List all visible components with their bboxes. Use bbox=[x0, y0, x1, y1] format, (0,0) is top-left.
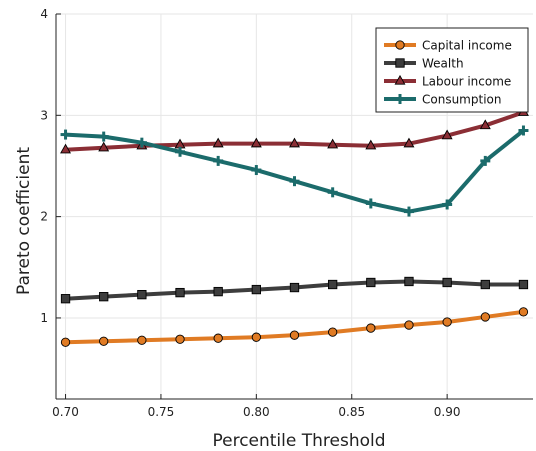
data-point-capital-income bbox=[289, 330, 300, 340]
data-point-wealth bbox=[213, 286, 223, 297]
data-point-capital-income bbox=[328, 327, 338, 337]
data-point-capital-income bbox=[404, 320, 414, 330]
x-tick-label: 0.80 bbox=[243, 405, 270, 419]
data-point-wealth bbox=[480, 279, 490, 290]
series-capital-income bbox=[60, 307, 529, 347]
data-point-labour-income bbox=[289, 137, 300, 148]
data-point-capital-income bbox=[442, 317, 452, 327]
data-point-wealth bbox=[137, 289, 147, 300]
y-tick-label: 3 bbox=[40, 108, 48, 122]
y-tick-label: 4 bbox=[40, 7, 48, 21]
data-point-consumption bbox=[518, 125, 529, 136]
data-point-labour-income bbox=[250, 137, 262, 148]
series-labour-income bbox=[60, 106, 529, 154]
x-tick-label: 0.75 bbox=[148, 405, 175, 419]
data-point-wealth bbox=[175, 287, 185, 298]
data-point-wealth bbox=[404, 276, 414, 287]
legend-label: Capital income bbox=[422, 39, 512, 53]
legend-label: Consumption bbox=[422, 93, 501, 107]
y-axis-title: Pareto coefficient bbox=[14, 147, 34, 295]
axes-layer: 0.70 0.75 0.80 0.85 0.90 1 2 3 4 bbox=[40, 7, 533, 419]
data-point-labour-income bbox=[212, 137, 224, 148]
legend-label: Wealth bbox=[422, 57, 464, 71]
data-point-consumption bbox=[365, 198, 376, 209]
legend-label: Labour income bbox=[422, 75, 511, 89]
data-point-capital-income bbox=[366, 323, 376, 333]
chart-legend: Capital income Wealth Labour income Consump… bbox=[375, 27, 529, 113]
data-point-labour-income bbox=[479, 119, 491, 130]
data-point-consumption bbox=[480, 155, 491, 166]
series-consumption bbox=[60, 125, 529, 217]
series-wealth bbox=[60, 276, 529, 304]
legend-swatch-marker bbox=[394, 74, 406, 85]
data-point-capital-income bbox=[99, 336, 109, 346]
x-axis-title: Percentile Threshold bbox=[212, 431, 385, 451]
data-point-wealth bbox=[442, 277, 452, 288]
data-point-labour-income bbox=[441, 129, 453, 140]
data-point-capital-income bbox=[518, 307, 529, 317]
data-point-labour-income bbox=[98, 141, 110, 152]
data-point-capital-income bbox=[213, 333, 223, 343]
data-point-capital-income bbox=[60, 337, 71, 347]
data-point-wealth bbox=[518, 279, 529, 290]
legend-item-consumption: Consumption bbox=[384, 93, 501, 107]
x-tick-label: 0.85 bbox=[338, 405, 365, 419]
data-point-wealth bbox=[251, 284, 261, 295]
data-point-consumption bbox=[213, 155, 224, 166]
data-point-wealth bbox=[366, 277, 376, 288]
data-point-consumption bbox=[98, 131, 109, 142]
data-point-consumption bbox=[136, 137, 147, 148]
x-tick-label: 0.70 bbox=[52, 405, 79, 419]
y-tick-label: 1 bbox=[40, 311, 48, 325]
data-point-consumption bbox=[251, 165, 262, 176]
legend-item-labour-income: Labour income bbox=[384, 75, 511, 89]
data-point-consumption bbox=[327, 187, 338, 198]
x-tick-label: 0.90 bbox=[434, 405, 461, 419]
legend-swatch-marker bbox=[395, 40, 405, 50]
legend-swatch-marker bbox=[395, 94, 405, 104]
data-point-capital-income bbox=[175, 334, 185, 344]
data-point-consumption bbox=[60, 129, 71, 140]
data-point-consumption bbox=[403, 206, 414, 217]
data-point-labour-income bbox=[327, 138, 339, 149]
data-point-wealth bbox=[60, 294, 71, 304]
data-point-wealth bbox=[99, 292, 109, 302]
legend-item-capital-income: Capital income bbox=[384, 39, 512, 53]
data-point-labour-income bbox=[365, 139, 377, 150]
y-tick-label: 2 bbox=[40, 210, 48, 224]
data-point-labour-income bbox=[60, 143, 72, 154]
legend-item-wealth: Wealth bbox=[384, 57, 464, 71]
data-point-capital-income bbox=[480, 312, 490, 322]
data-point-consumption bbox=[175, 146, 186, 157]
data-point-labour-income bbox=[403, 137, 415, 148]
data-point-wealth bbox=[328, 279, 338, 290]
data-point-capital-income bbox=[137, 335, 147, 345]
data-point-capital-income bbox=[251, 332, 261, 342]
data-point-consumption bbox=[442, 199, 453, 210]
data-point-consumption bbox=[289, 176, 300, 187]
legend-swatch-marker bbox=[395, 58, 405, 68]
series-layer bbox=[60, 106, 529, 347]
data-point-wealth bbox=[289, 282, 300, 293]
